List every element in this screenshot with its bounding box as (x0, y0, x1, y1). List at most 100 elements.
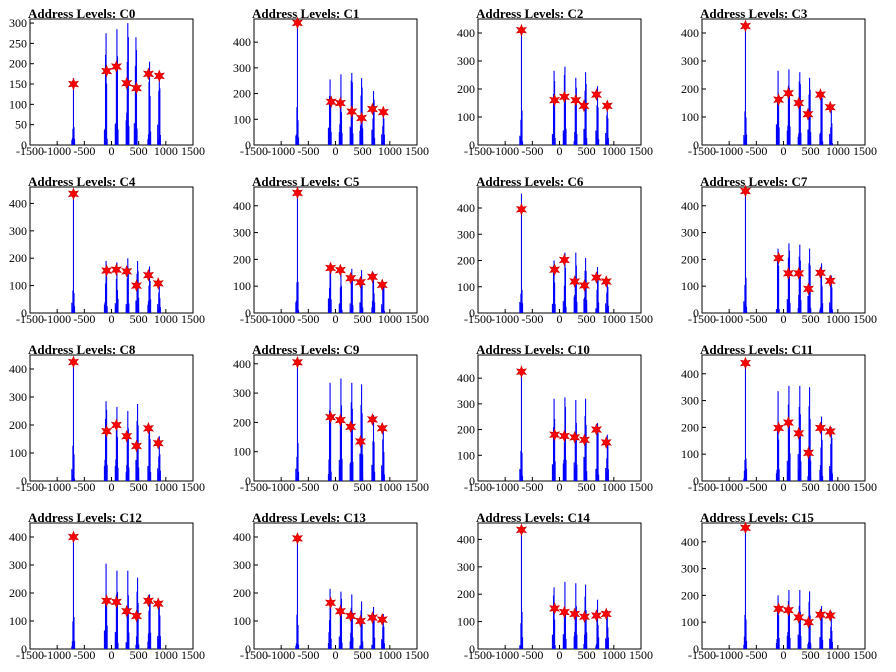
y-tick-label: 0 (469, 642, 475, 656)
x-tick-label: -1500 (688, 480, 716, 494)
chart-svg: 0 100 200 300 400 -1500 -1000 -500 0 500 1000 1500 (9, 186, 205, 326)
peak-marker (793, 610, 805, 624)
histogram-peak (807, 387, 812, 481)
peak-marker (590, 88, 603, 102)
peak-marker (121, 264, 133, 278)
peak-marker (345, 420, 357, 434)
histogram-peak (103, 33, 108, 145)
y-tick-label: 400 (457, 26, 475, 40)
x-tick-label: -1000 (491, 648, 519, 662)
y-tick-label: 200 (233, 415, 251, 429)
y-tick-label: 400 (233, 357, 251, 371)
peak-marker (67, 77, 80, 91)
chart-panel-c10: Address Levels: C10 0 100 200 300 400 -1500 -10… (448, 336, 672, 504)
chart-panel-c12: Address Levels: C12 0 100 200 300 400 -1500 -10… (0, 504, 224, 672)
x-tick-label: -500 (521, 480, 543, 494)
x-tick-label: 0 (557, 312, 563, 326)
peak-marker (558, 90, 570, 104)
x-tick-label: 1000 (826, 144, 850, 158)
chart-panel-c7: Address Levels: C7 0 100 200 300 400 -1500 -100… (672, 168, 896, 336)
peak-marker (325, 596, 337, 610)
histogram-peak (71, 534, 76, 649)
y-tick-label: 0 (693, 306, 699, 320)
x-tick-label: -500 (73, 144, 95, 158)
chart-title: Address Levels: C8 (28, 342, 136, 357)
x-tick-label: 500 (130, 480, 148, 494)
chart-svg: 0 100 200 300 400 -1500 -1000 -500 0 500 1000 1500 (457, 186, 653, 326)
x-tick-label: 1000 (826, 480, 850, 494)
x-tick-label: 0 (557, 144, 563, 158)
peak-marker (152, 436, 164, 450)
chart-svg: 0 100 200 300 400 -1500 -1000 -500 0 500 1000 1500 (681, 18, 877, 158)
plot-frame (253, 522, 418, 650)
plot-frame (701, 186, 866, 314)
x-tick-label: -500 (73, 312, 95, 326)
x-tick-label: 1500 (405, 144, 429, 158)
y-tick-label: 100 (457, 110, 475, 124)
chart-svg: 0 100 200 300 400 -1500 -1000 -500 0 500 1000 1500 (457, 522, 653, 662)
y-tick-label: 300 (681, 226, 699, 240)
peak-marker (142, 421, 155, 435)
peak-marker (366, 102, 379, 116)
peak-marker (793, 426, 805, 440)
x-tick-label: 1500 (629, 480, 653, 494)
x-tick-label: -1500 (688, 144, 716, 158)
y-tick-label: 300 (681, 54, 699, 68)
x-tick-label: 500 (578, 648, 596, 662)
y-tick-label: 200 (9, 586, 27, 600)
histogram-peak (338, 74, 343, 145)
peak-marker (345, 271, 357, 285)
x-tick-label: 1500 (853, 648, 877, 662)
x-tick-label: 0 (557, 648, 563, 662)
y-tick-label: 0 (469, 474, 475, 488)
x-tick-label: -1000 (491, 480, 519, 494)
peak-marker (590, 609, 603, 623)
peak-marker (782, 416, 794, 429)
x-tick-label: -1000 (715, 312, 743, 326)
y-tick-label: 100 (233, 614, 251, 628)
peak-marker (101, 424, 113, 438)
y-tick-label: 100 (233, 445, 251, 459)
x-tick-label: 1000 (378, 480, 402, 494)
histogram-peak (562, 397, 567, 481)
peak-marker (366, 270, 379, 284)
histogram-peak (125, 411, 130, 481)
chart-svg: 0 100 200 300 400 -1500 -1000 -500 0 500 1000 1500 (233, 16, 429, 158)
peak-marker (153, 69, 165, 83)
peak-marker (600, 275, 612, 288)
y-tick-label: 300 (457, 560, 475, 574)
peak-marker (600, 436, 612, 449)
x-tick-label: 1000 (826, 648, 850, 662)
peak-marker (824, 100, 836, 114)
chart-svg: 0 100 200 300 400 -1500 -1000 -500 0 500 1000 1500 (233, 354, 429, 494)
chart-panel-c4: Address Levels: C4 0 100 200 300 400 -1500 -100… (0, 168, 224, 336)
peak-marker (590, 271, 603, 284)
peak-marker (366, 413, 379, 426)
chart-svg: 0 100 200 300 400 -1500 -1000 -500 0 500 1000 1500 (9, 522, 205, 662)
x-tick-label: 500 (354, 480, 372, 494)
histogram-peak (103, 401, 108, 481)
y-tick-label: 300 (233, 558, 251, 572)
y-tick-label: 150 (9, 77, 27, 91)
histogram-peak (562, 66, 567, 145)
x-tick-label: 1000 (602, 480, 626, 494)
plot-frame (701, 18, 866, 146)
plot-frame (477, 522, 642, 650)
peak-marker (578, 279, 591, 292)
peak-marker (354, 275, 367, 289)
plot-frame (29, 522, 194, 650)
histogram-peak (359, 270, 364, 313)
x-tick-label: 0 (109, 480, 115, 494)
peak-marker (291, 531, 304, 545)
x-tick-label: -1000 (267, 480, 295, 494)
chart-title: Address Levels: C13 (252, 510, 366, 525)
peak-marker (142, 268, 155, 282)
peak-marker (739, 184, 752, 198)
y-tick-label: 400 (681, 199, 699, 213)
y-tick-label: 400 (681, 367, 699, 381)
x-tick-label: -500 (297, 312, 319, 326)
histogram-peak (519, 367, 524, 481)
y-tick-label: 200 (681, 420, 699, 434)
x-tick-label: -500 (73, 648, 95, 662)
histogram-peak (125, 258, 130, 313)
